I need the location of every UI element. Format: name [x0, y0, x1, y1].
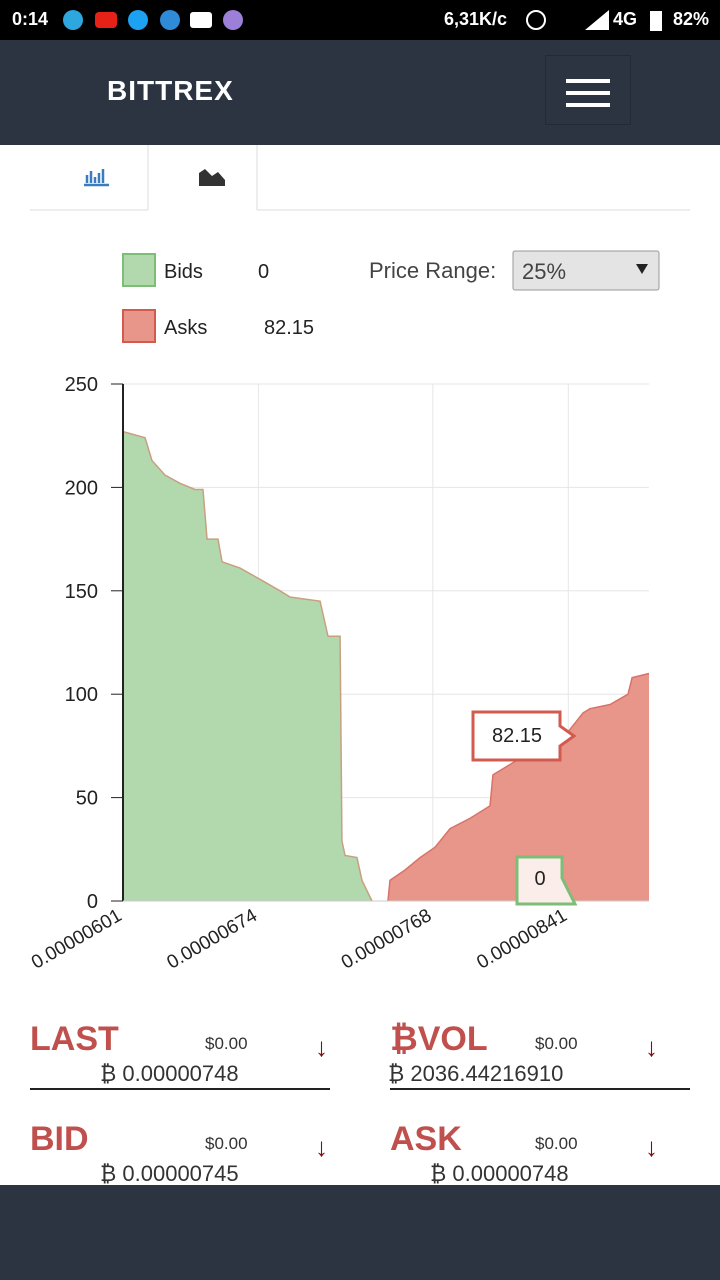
- menu-button[interactable]: [545, 55, 631, 125]
- down-arrow: ↓: [315, 1032, 328, 1062]
- area: [387, 673, 649, 901]
- tooltip-box: [471, 710, 577, 762]
- stat-usd: $0.00: [205, 1134, 248, 1153]
- depth-chart-tab[interactable]: [199, 169, 225, 186]
- area: [123, 431, 372, 901]
- down-arrow: ↓: [315, 1132, 328, 1162]
- down-arrow: ↓: [645, 1032, 658, 1062]
- system-icons: [526, 10, 609, 30]
- stat-label: ₿VOL: [390, 1020, 488, 1058]
- stat-btc: ₿ 0.00000748: [100, 1061, 239, 1086]
- stat-label: ASK: [390, 1120, 462, 1158]
- battery-icon: [650, 11, 662, 31]
- depth-chart: 0 50 100 150 200 250 0.00000601 0.00000674 0.000…: [28, 374, 650, 974]
- tooltip-box: [515, 855, 578, 906]
- bids-value: 0: [258, 261, 269, 283]
- price-range-select[interactable]: 25%: [512, 250, 660, 291]
- stat-btc: ₿ 2036.44216910: [388, 1061, 564, 1086]
- x-tick-label: 0.00000768: [338, 905, 435, 973]
- tooltip-text: 0: [534, 868, 545, 890]
- stat-usd: $0.00: [535, 1034, 578, 1053]
- y-tick-label: 250: [65, 374, 98, 396]
- asks-swatch: [122, 309, 156, 343]
- down-arrow: ↓: [645, 1132, 658, 1162]
- divider: [30, 1088, 330, 1090]
- y-tick-label: 100: [65, 684, 98, 706]
- notification-icons: [63, 10, 243, 30]
- bids-swatch: [122, 253, 156, 287]
- y-tick-label: 150: [65, 581, 98, 603]
- asks-tooltip: 82.15: [471, 710, 577, 762]
- y-tick-label: 0: [87, 891, 98, 913]
- stat-btc: ₿ 0.00000748: [430, 1161, 569, 1186]
- stat-label: LAST: [30, 1020, 119, 1058]
- x-tick-label: 0.00000674: [164, 905, 262, 974]
- bar-chart-tab[interactable]: [83, 169, 109, 187]
- y-tick-label: 200: [65, 477, 98, 499]
- y-tick-label: 50: [76, 788, 98, 810]
- bids-tooltip: 0: [515, 855, 578, 906]
- asks-label: Asks: [164, 317, 207, 339]
- chart-tabs: [30, 145, 690, 211]
- stat-usd: $0.00: [535, 1134, 578, 1153]
- price-range-value[interactable]: 25%: [522, 259, 566, 284]
- bids-label: Bids: [164, 261, 203, 283]
- x-tick-label: 0.00000601: [28, 905, 125, 973]
- time: 0:14: [12, 9, 49, 29]
- divider: [390, 1088, 690, 1090]
- stat-btc: ₿ 0.00000745: [100, 1161, 239, 1186]
- battery: 82%: [673, 9, 710, 29]
- speed: 6,31K/c: [444, 9, 508, 29]
- brand-logo[interactable]: BITTREX: [107, 75, 234, 106]
- stat-label: BID: [30, 1120, 89, 1158]
- legend: Bids 0 Asks 82.15 Price Range: 25%: [122, 250, 660, 343]
- asks-value: 82.15: [264, 317, 314, 339]
- area-line: [122, 430, 373, 902]
- stat-usd: $0.00: [205, 1034, 248, 1053]
- price-range-label: Price Range:: [369, 258, 496, 283]
- area-line: [387, 672, 650, 902]
- tooltip-text: 82.15: [492, 725, 542, 747]
- x-tick-label: 0.00000841: [473, 905, 570, 973]
- status-bar: 0:14 6,31K/c 4G 82%: [0, 0, 720, 40]
- network: 4G: [613, 9, 638, 29]
- app-header: BITTREX: [0, 40, 720, 145]
- bottom-bar: [0, 1185, 720, 1280]
- stats-panel: LAST $0.00 ↓ ₿ 0.00000748 ₿VOL $0.00 ↓ ₿…: [0, 1010, 720, 1186]
